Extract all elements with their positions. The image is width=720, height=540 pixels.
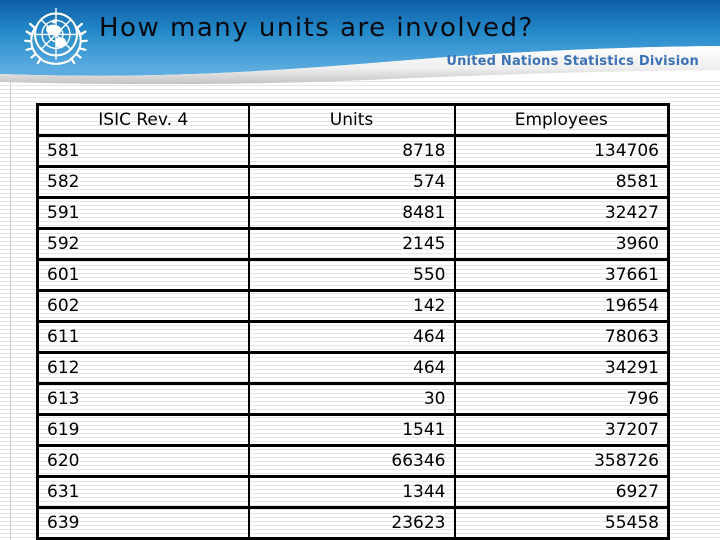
isic-code-cell: 639 [36, 506, 250, 540]
isic-code-cell [36, 537, 250, 540]
isic-code-cell: 582 [36, 165, 250, 199]
table-row: 619 1541 37207 [36, 413, 670, 447]
column-header-units: Units [247, 103, 456, 137]
isic-code-cell: 613 [36, 382, 250, 416]
employees-cell: 19654 [453, 289, 670, 323]
employees-cell: 78063 [453, 320, 670, 354]
employees-cell: 134706 [453, 134, 670, 168]
header-blue-shape [0, 0, 720, 76]
table-row: 582 574 8581 [36, 165, 670, 199]
units-cell: 8718 [247, 134, 456, 168]
table-row: 592 2145 3960 [36, 227, 670, 261]
employees-cell: 32427 [453, 196, 670, 230]
employees-cell: 6927 [453, 475, 670, 509]
table-row: 602 142 19654 [36, 289, 670, 323]
employees-cell: 8581 [453, 165, 670, 199]
units-cell: 2145 [247, 227, 456, 261]
isic-code-cell: 581 [36, 134, 250, 168]
employees-cell: 37661 [453, 258, 670, 292]
slide-title: How many units are involved? [99, 13, 534, 43]
isic-code-cell: 619 [36, 413, 250, 447]
table-row: 611 464 78063 [36, 320, 670, 354]
table-body: 581 8718 134706 582 574 8581 591 8481 32427 592 21… [36, 134, 670, 540]
table-row-cropped [36, 537, 670, 540]
employees-cell: 34291 [453, 351, 670, 385]
isic-table: ISIC Rev. 4 Units Employees 581 8718 13470… [36, 103, 670, 540]
table-row: 631 1344 6927 [36, 475, 670, 509]
un-emblem-icon [24, 7, 88, 65]
employees-cell: 37207 [453, 413, 670, 447]
units-cell: 1344 [247, 475, 456, 509]
units-cell: 30 [247, 382, 456, 416]
column-header-employees: Employees [453, 103, 670, 137]
units-cell: 550 [247, 258, 456, 292]
isic-code-cell: 592 [36, 227, 250, 261]
employees-cell: 55458 [453, 506, 670, 540]
isic-code-cell: 631 [36, 475, 250, 509]
units-cell: 464 [247, 351, 456, 385]
units-cell: 66346 [247, 444, 456, 478]
header-wave-shape [0, 46, 720, 85]
units-cell: 23623 [247, 506, 456, 540]
units-cell: 1541 [247, 413, 456, 447]
units-cell: 8481 [247, 196, 456, 230]
employees-cell: 358726 [453, 444, 670, 478]
isic-code-cell: 611 [36, 320, 250, 354]
org-label: United Nations Statistics Division [446, 54, 699, 69]
table-row: 612 464 34291 [36, 351, 670, 385]
units-cell [247, 537, 456, 540]
column-header-isic: ISIC Rev. 4 [36, 103, 250, 137]
table-row: 591 8481 32427 [36, 196, 670, 230]
table-row: 581 8718 134706 [36, 134, 670, 168]
table-row: 620 66346 358726 [36, 444, 670, 478]
table-header-row: ISIC Rev. 4 Units Employees [36, 103, 670, 137]
units-cell: 574 [247, 165, 456, 199]
table-row: 601 550 37661 [36, 258, 670, 292]
units-cell: 464 [247, 320, 456, 354]
isic-code-cell: 620 [36, 444, 250, 478]
header-band [0, 0, 720, 85]
isic-code-cell: 612 [36, 351, 250, 385]
isic-code-cell: 602 [36, 289, 250, 323]
employees-cell [453, 537, 670, 540]
employees-cell: 796 [453, 382, 670, 416]
isic-code-cell: 601 [36, 258, 250, 292]
employees-cell: 3960 [453, 227, 670, 261]
left-margin-line [10, 78, 11, 540]
isic-code-cell: 591 [36, 196, 250, 230]
units-cell: 142 [247, 289, 456, 323]
table-row: 613 30 796 [36, 382, 670, 416]
table-row: 639 23623 55458 [36, 506, 670, 540]
